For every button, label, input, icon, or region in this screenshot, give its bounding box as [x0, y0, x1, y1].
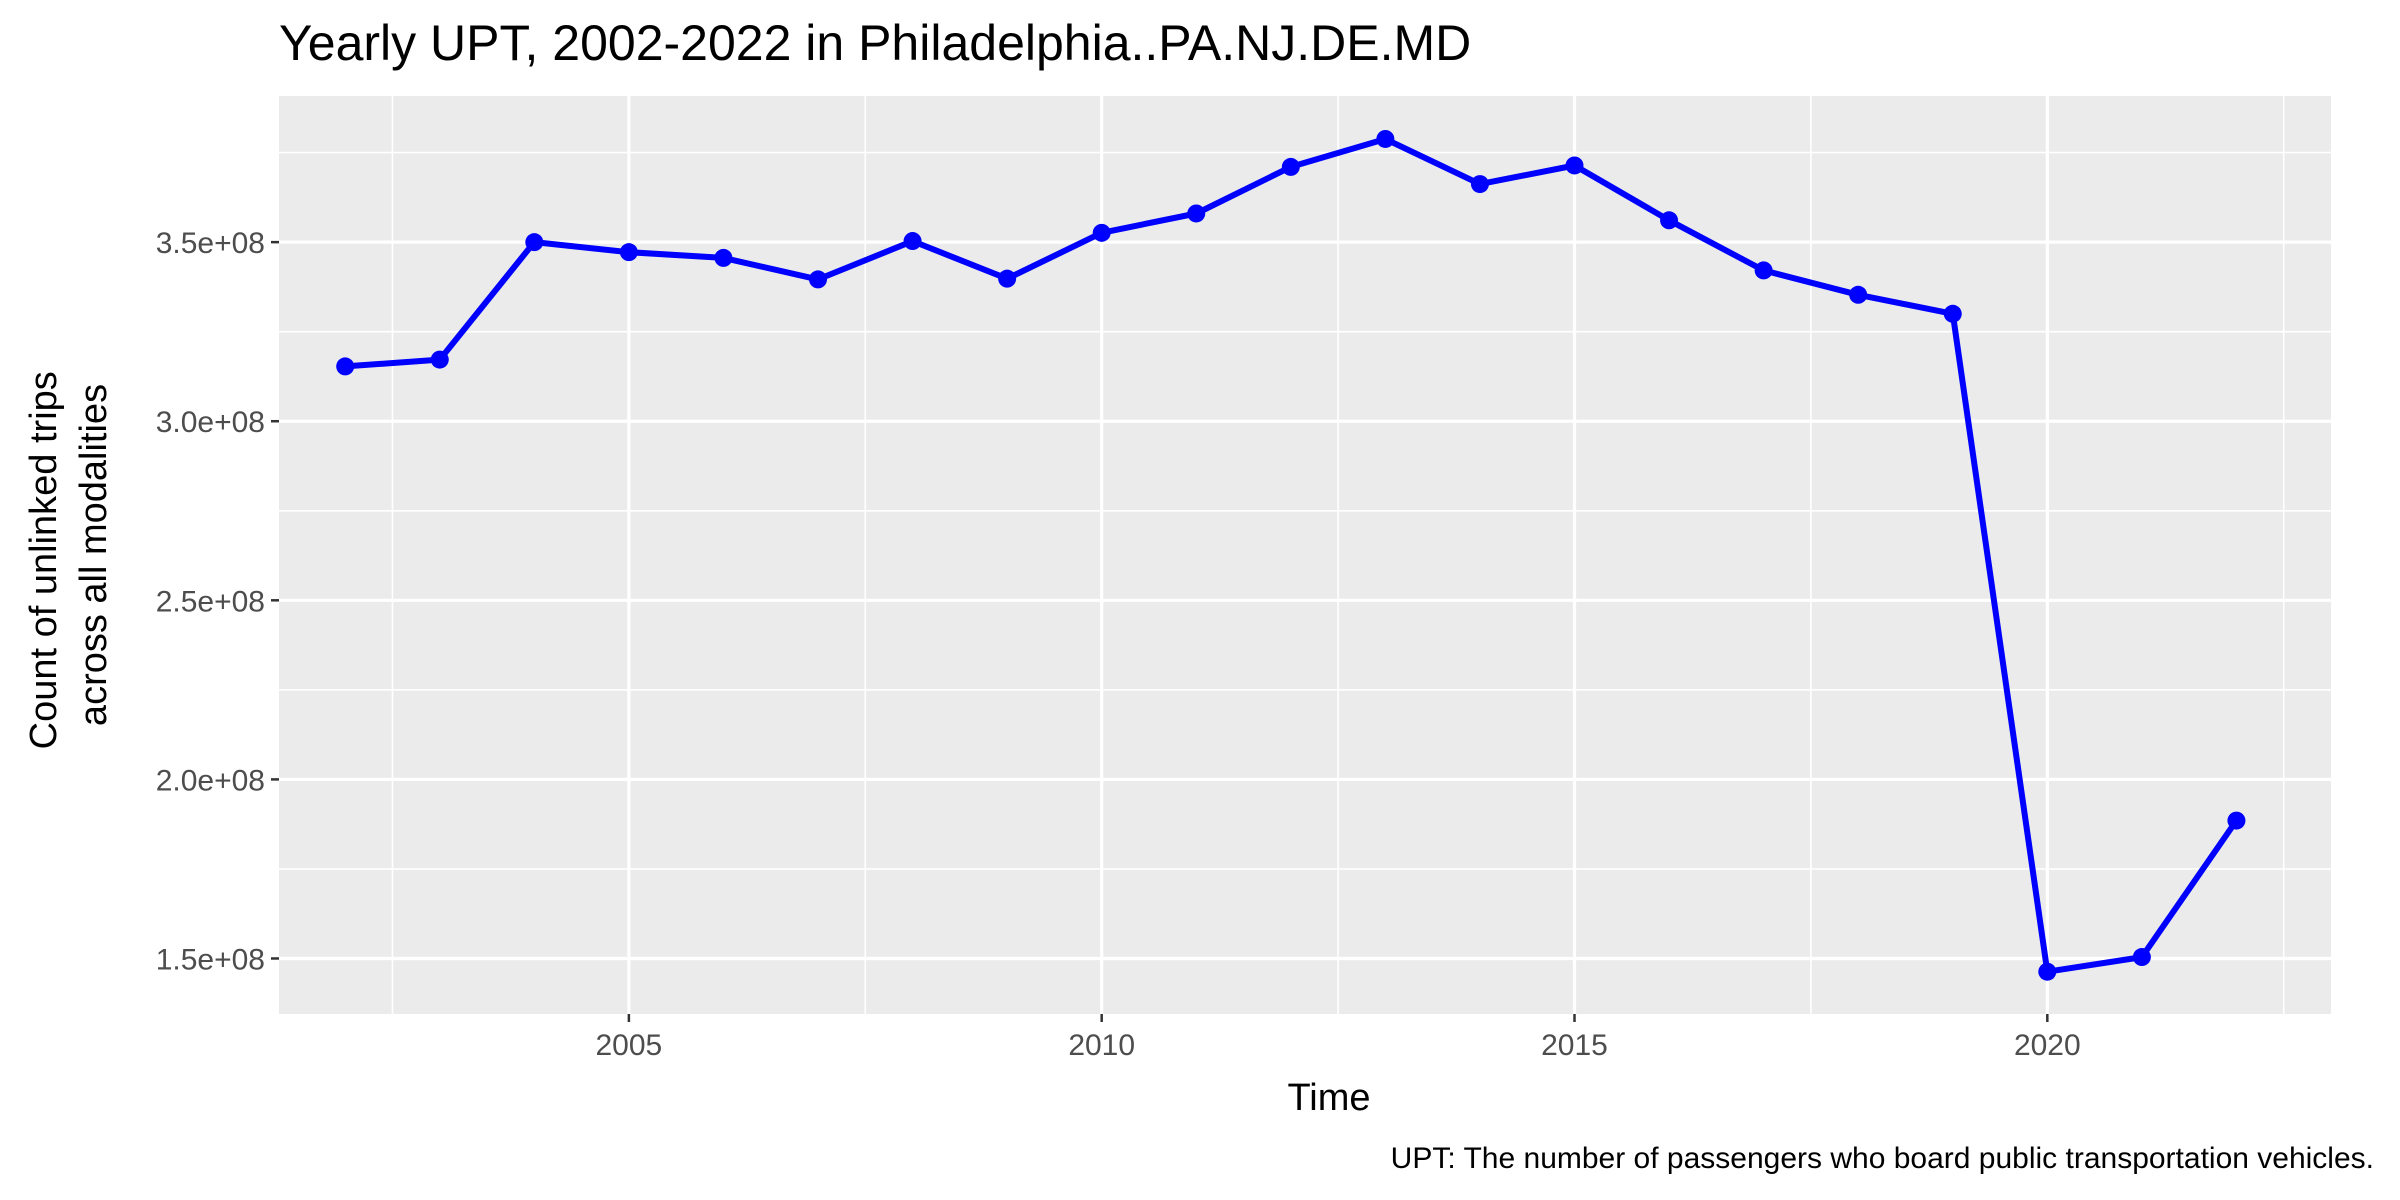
data-point [809, 270, 828, 289]
y-axis-title-line-2: across all modalities [73, 384, 115, 726]
data-point [619, 243, 638, 262]
data-point [2038, 962, 2057, 981]
chart-title: Yearly UPT, 2002-2022 in Philadelphia..P… [279, 15, 1471, 71]
x-axis: 2005 2010 2015 2020 [596, 1014, 2081, 1062]
y-axis-title-line-1: Count of unlinked trips [23, 371, 65, 749]
y-tick-label: 3.5e+08 [156, 227, 265, 260]
x-tick-label: 2015 [1541, 1029, 1608, 1062]
data-point [714, 248, 733, 267]
data-point [1660, 211, 1679, 230]
plot-panel [279, 96, 2331, 1014]
y-tick-label: 3.0e+08 [156, 406, 265, 439]
data-point [430, 350, 449, 369]
data-point [525, 233, 544, 252]
data-point [1281, 157, 1300, 176]
data-point [1754, 261, 1773, 280]
y-tick-label: 1.5e+08 [156, 943, 265, 976]
chart-caption: UPT: The number of passengers who board … [1391, 1142, 2374, 1175]
y-axis: 1.5e+08 2.0e+08 2.5e+08 3.0e+08 3.5e+08 [156, 227, 279, 976]
data-point [1376, 129, 1395, 148]
data-point [1470, 175, 1489, 194]
x-tick-label: 2005 [596, 1029, 663, 1062]
data-point [2227, 811, 2246, 830]
y-tick-label: 2.5e+08 [156, 585, 265, 618]
data-point [998, 269, 1017, 288]
data-point [2132, 948, 2151, 967]
data-point [1849, 285, 1868, 304]
x-tick-label: 2020 [2014, 1029, 2081, 1062]
data-points [336, 129, 2246, 981]
data-point [1943, 304, 1962, 323]
data-point [1565, 156, 1584, 175]
data-point [336, 357, 355, 376]
minor-gridlines [279, 96, 2331, 1014]
y-axis-title: Count of unlinked trips across all modal… [23, 361, 115, 750]
y-tick-label: 2.0e+08 [156, 764, 265, 797]
x-axis-title: Time [1287, 1077, 1370, 1119]
data-point [903, 232, 922, 251]
x-tick-label: 2010 [1068, 1029, 1135, 1062]
data-point [1187, 204, 1206, 223]
data-point [1092, 223, 1111, 242]
